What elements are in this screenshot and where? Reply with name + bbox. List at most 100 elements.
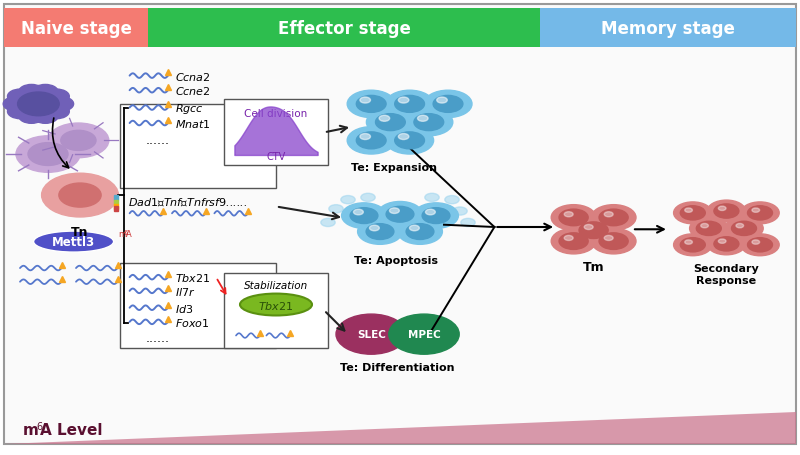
Text: Te: Differentiation: Te: Differentiation <box>340 362 455 372</box>
Text: $Id3$: $Id3$ <box>175 302 194 314</box>
Text: Mettl3: Mettl3 <box>52 236 95 248</box>
Circle shape <box>599 233 628 250</box>
Text: Te: Apoptosis: Te: Apoptosis <box>354 256 438 266</box>
Text: $Tbx21$: $Tbx21$ <box>175 272 210 283</box>
Circle shape <box>752 240 760 245</box>
Circle shape <box>354 210 363 215</box>
Circle shape <box>752 208 760 213</box>
Text: 6: 6 <box>37 421 43 431</box>
FancyBboxPatch shape <box>4 5 796 444</box>
Polygon shape <box>4 412 796 444</box>
Circle shape <box>461 219 475 227</box>
Text: CTV: CTV <box>266 152 286 162</box>
Text: Cell division: Cell division <box>244 109 308 119</box>
Circle shape <box>394 132 425 150</box>
Text: $Tbx21$: $Tbx21$ <box>258 299 294 311</box>
Text: $Ccne2$: $Ccne2$ <box>175 85 211 97</box>
Circle shape <box>414 203 458 229</box>
Text: Memory stage: Memory stage <box>601 20 735 37</box>
Circle shape <box>366 224 394 240</box>
Circle shape <box>414 114 444 131</box>
Circle shape <box>680 206 706 221</box>
Circle shape <box>366 109 414 136</box>
Circle shape <box>707 233 746 255</box>
Circle shape <box>707 201 746 222</box>
Circle shape <box>48 124 109 158</box>
Circle shape <box>718 207 726 211</box>
Circle shape <box>418 116 428 122</box>
Circle shape <box>18 110 44 124</box>
Circle shape <box>61 131 96 151</box>
Circle shape <box>604 212 613 217</box>
Ellipse shape <box>34 232 114 253</box>
FancyBboxPatch shape <box>224 273 328 348</box>
Circle shape <box>604 236 613 241</box>
Circle shape <box>690 218 728 240</box>
Circle shape <box>386 127 434 155</box>
Text: A Level: A Level <box>40 422 102 437</box>
Circle shape <box>725 218 763 240</box>
Text: Secondary
Response: Secondary Response <box>694 264 759 285</box>
Text: 6: 6 <box>123 230 128 236</box>
Circle shape <box>361 194 375 202</box>
Circle shape <box>406 224 434 240</box>
Circle shape <box>685 208 693 213</box>
FancyBboxPatch shape <box>120 105 276 189</box>
Text: m: m <box>22 422 38 437</box>
Circle shape <box>425 194 439 202</box>
Circle shape <box>701 224 709 228</box>
Circle shape <box>370 226 379 231</box>
Circle shape <box>336 314 406 354</box>
Circle shape <box>424 91 472 118</box>
Text: Tn: Tn <box>71 226 89 239</box>
Circle shape <box>44 105 70 119</box>
Circle shape <box>356 132 386 150</box>
Circle shape <box>398 134 409 140</box>
Circle shape <box>398 219 442 245</box>
Circle shape <box>599 210 628 226</box>
Circle shape <box>591 205 636 231</box>
Circle shape <box>386 207 414 222</box>
Circle shape <box>18 93 59 116</box>
Circle shape <box>341 196 355 204</box>
Circle shape <box>571 218 616 243</box>
Text: Tm: Tm <box>582 261 605 274</box>
Circle shape <box>347 127 395 155</box>
Text: Stabilization: Stabilization <box>244 281 308 291</box>
Circle shape <box>347 91 395 118</box>
Circle shape <box>551 229 596 254</box>
Circle shape <box>584 225 593 230</box>
Text: $Mnat1$: $Mnat1$ <box>175 118 211 130</box>
Circle shape <box>747 238 773 253</box>
Bar <box>114 205 118 209</box>
Circle shape <box>378 202 422 228</box>
Circle shape <box>410 226 419 231</box>
Circle shape <box>59 184 101 207</box>
Circle shape <box>685 240 693 245</box>
Circle shape <box>741 202 779 224</box>
Circle shape <box>360 98 370 104</box>
Circle shape <box>379 116 390 122</box>
FancyBboxPatch shape <box>224 100 328 166</box>
Circle shape <box>386 91 434 118</box>
Circle shape <box>360 134 370 140</box>
Bar <box>114 207 118 212</box>
Text: $Foxo1$: $Foxo1$ <box>175 316 210 328</box>
Circle shape <box>731 222 757 236</box>
Text: $Ccna2$: $Ccna2$ <box>175 71 211 82</box>
Circle shape <box>714 204 739 219</box>
Circle shape <box>680 238 706 253</box>
Circle shape <box>398 98 409 104</box>
Text: ......: ...... <box>146 331 170 344</box>
Bar <box>114 196 118 200</box>
Circle shape <box>16 136 80 173</box>
FancyBboxPatch shape <box>540 9 796 48</box>
Circle shape <box>42 174 118 217</box>
Circle shape <box>437 98 447 104</box>
Circle shape <box>564 212 573 217</box>
Circle shape <box>445 196 459 204</box>
Circle shape <box>44 90 70 105</box>
Circle shape <box>591 229 636 254</box>
Circle shape <box>48 97 74 112</box>
Text: $Dad1$、$Tnf$、$Tnfrsf9$......: $Dad1$、$Tnf$、$Tnfrsf9$...... <box>128 195 247 207</box>
